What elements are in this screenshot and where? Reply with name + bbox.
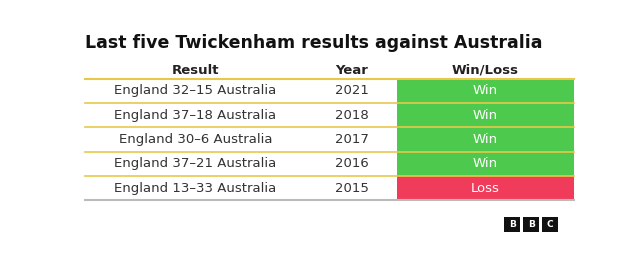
Text: 2016: 2016: [335, 157, 369, 170]
Text: Result: Result: [172, 64, 219, 77]
Bar: [504, 217, 520, 232]
Text: Loss: Loss: [471, 182, 500, 195]
Text: B: B: [509, 220, 516, 229]
Bar: [542, 217, 558, 232]
Text: 2015: 2015: [335, 182, 369, 195]
Text: England 37–18 Australia: England 37–18 Australia: [115, 109, 276, 122]
Text: Win: Win: [473, 133, 498, 146]
Text: Win/Loss: Win/Loss: [452, 64, 519, 77]
Bar: [397, 176, 573, 200]
Bar: [397, 79, 573, 103]
Bar: [397, 103, 573, 127]
Bar: [397, 127, 573, 152]
Text: England 37–21 Australia: England 37–21 Australia: [114, 157, 276, 170]
Text: Year: Year: [335, 64, 368, 77]
Bar: [397, 152, 573, 176]
Text: Win: Win: [473, 109, 498, 122]
Text: Win: Win: [473, 84, 498, 97]
Bar: [523, 217, 540, 232]
Text: 2021: 2021: [335, 84, 369, 97]
Text: England 30–6 Australia: England 30–6 Australia: [118, 133, 272, 146]
Text: B: B: [527, 220, 534, 229]
Text: Win: Win: [473, 157, 498, 170]
Text: 2017: 2017: [335, 133, 369, 146]
Text: Last five Twickenham results against Australia: Last five Twickenham results against Aus…: [85, 34, 543, 52]
Text: C: C: [547, 220, 553, 229]
Text: 2018: 2018: [335, 109, 369, 122]
Text: England 32–15 Australia: England 32–15 Australia: [114, 84, 276, 97]
Text: England 13–33 Australia: England 13–33 Australia: [114, 182, 276, 195]
